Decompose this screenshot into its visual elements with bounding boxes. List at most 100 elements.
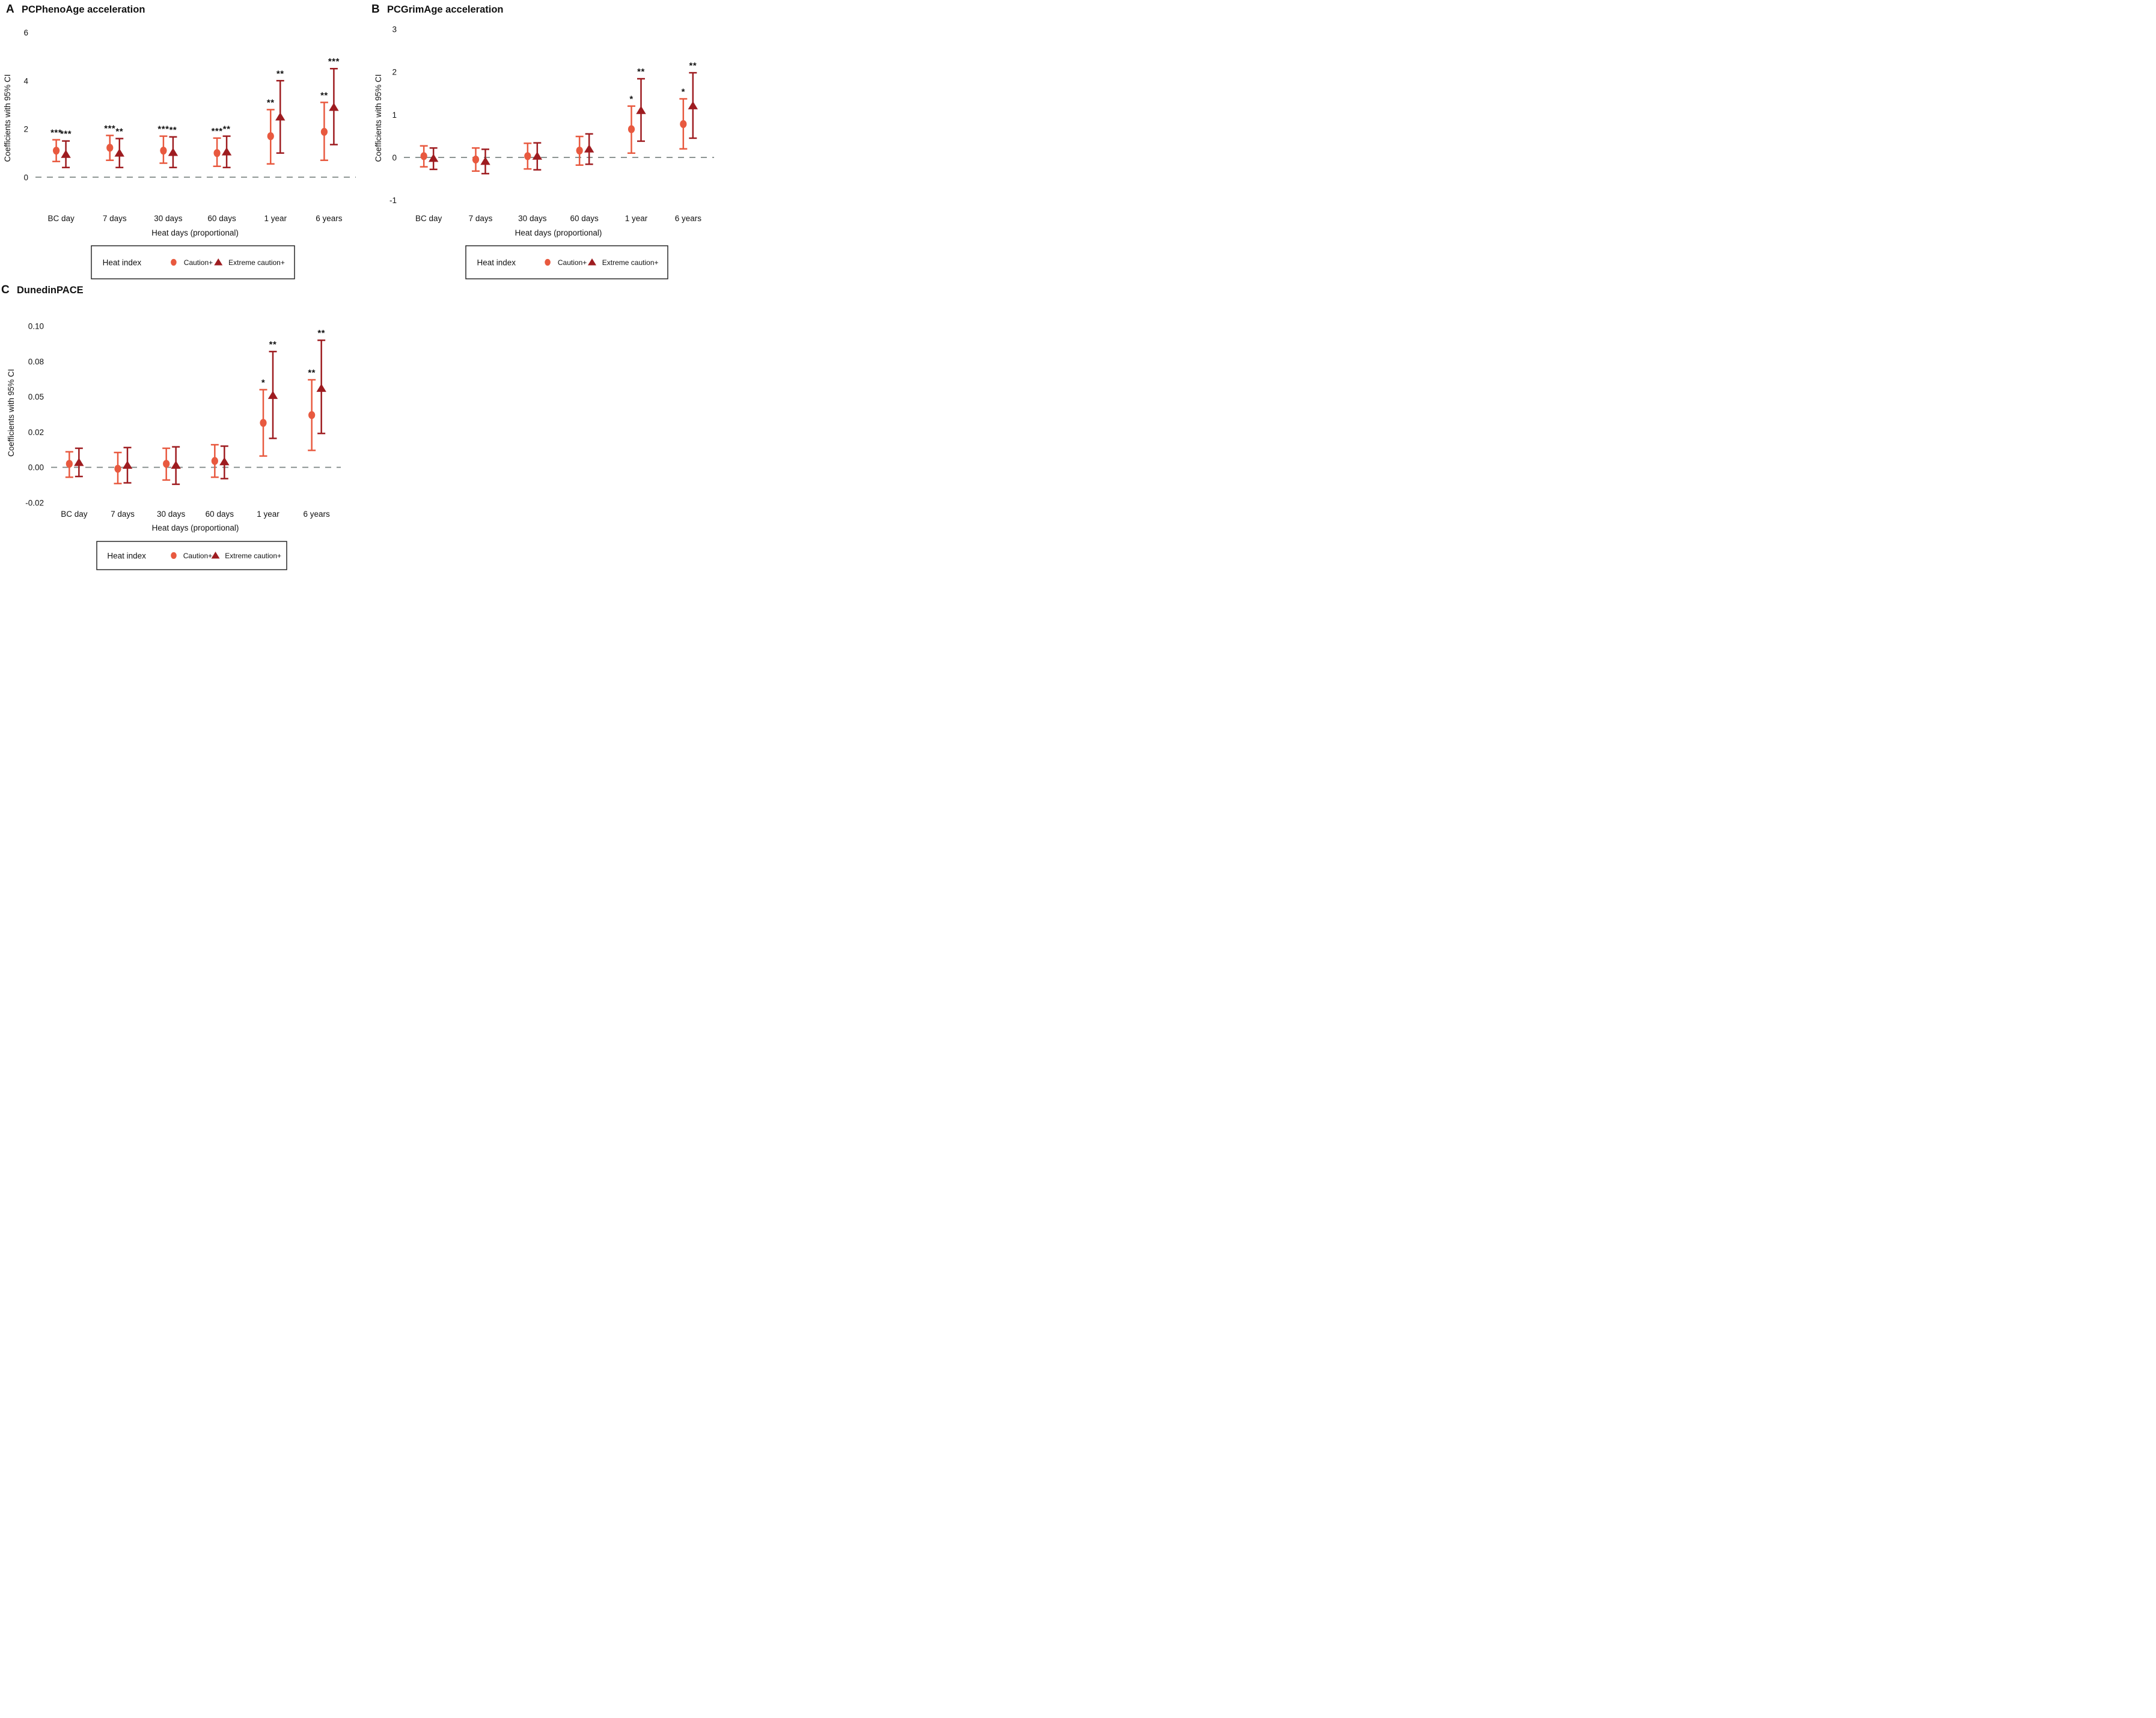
- legend-title: Heat index: [477, 258, 516, 267]
- error-bar-group: [61, 140, 71, 169]
- error-bar-group: [221, 135, 232, 169]
- figure: A PCPhenoAge acceleration Coefficients wit…: [0, 0, 719, 573]
- marker-extreme-triangle-icon: [114, 148, 124, 157]
- legend-box: [465, 245, 668, 279]
- significance-stars: **: [317, 328, 325, 338]
- marker-caution-circle-icon: [163, 460, 170, 468]
- forest-plot-svg: A PCPhenoAge acceleration Coefficients wit…: [1, 3, 714, 570]
- significance-stars: ***: [60, 129, 72, 139]
- marker-caution-circle-icon: [66, 460, 73, 468]
- y-tick-label: 0.05: [28, 392, 44, 401]
- legend-label-extreme-caution: Extreme caution+: [225, 552, 281, 560]
- significance-stars: **: [320, 90, 328, 100]
- error-bar-group: [420, 145, 428, 168]
- panel-title: PCPhenoAge acceleration: [22, 4, 145, 15]
- error-bar-group: [114, 138, 124, 169]
- x-tick-label: 30 days: [157, 510, 186, 519]
- significance-stars: ***: [212, 126, 223, 136]
- x-tick-label: 6 years: [304, 510, 331, 519]
- significance-stars: **: [223, 124, 231, 135]
- x-tick-label: 30 days: [518, 214, 547, 223]
- marker-caution-circle-icon: [524, 152, 531, 160]
- error-bar-group: [532, 142, 543, 171]
- marker-caution-circle-icon: [211, 457, 218, 465]
- legend-label-caution: Caution+: [183, 552, 212, 560]
- legend-title: Heat index: [107, 552, 146, 561]
- error-bar-group: [575, 135, 584, 166]
- y-tick-label: 2: [23, 125, 28, 134]
- error-bar-group: [480, 148, 490, 175]
- marker-extreme-triangle-icon: [168, 147, 179, 156]
- x-tick-label: 6 years: [675, 214, 702, 223]
- error-bar-group: [320, 102, 328, 161]
- x-tick-label: 1 year: [625, 214, 648, 223]
- y-tick-label: 6: [23, 28, 28, 37]
- error-bar-group: [168, 136, 179, 169]
- error-bar-group: [171, 446, 181, 486]
- x-tick-label: 60 days: [207, 214, 236, 223]
- marker-extreme-triangle-icon: [275, 112, 286, 121]
- marker-caution-circle-icon: [320, 127, 328, 136]
- x-tick-label: 60 days: [206, 510, 234, 519]
- error-bar-group: [65, 451, 73, 478]
- marker-extreme-triangle-icon: [221, 147, 232, 156]
- x-tick-label: BC day: [415, 214, 442, 223]
- error-bar-group: [636, 78, 646, 142]
- legend-title: Heat index: [103, 258, 142, 267]
- significance-stars: **: [267, 97, 275, 108]
- y-tick-label: 4: [23, 76, 28, 85]
- marker-extreme-triangle-icon: [688, 101, 698, 109]
- error-bar-group: [584, 133, 594, 165]
- error-bar-group: [524, 142, 532, 170]
- error-bar-group: [52, 139, 61, 162]
- marker-extreme-triangle-icon: [316, 383, 326, 392]
- marker-caution-circle-icon: [213, 149, 221, 157]
- marker-caution-circle-icon: [472, 155, 480, 164]
- y-tick-label: 0.00: [28, 463, 44, 472]
- x-tick-label: 1 year: [264, 214, 287, 223]
- significance-stars: **: [689, 61, 697, 71]
- error-bar-group: [159, 135, 168, 164]
- error-bar-group: [259, 389, 267, 457]
- error-bar-group: [162, 447, 171, 481]
- legend-label-extreme-caution: Extreme caution+: [602, 258, 659, 267]
- marker-caution-circle-icon: [267, 132, 274, 141]
- y-tick-label: 0: [392, 153, 397, 162]
- y-axis-label: Coefficients with 95% CI: [3, 74, 12, 162]
- legend-label-caution: Caution+: [184, 258, 213, 267]
- x-tick-label: BC day: [61, 510, 88, 519]
- x-tick-label: 60 days: [570, 214, 599, 223]
- error-bar-group: [688, 72, 698, 139]
- error-bar-group: [114, 451, 122, 484]
- legend-caution-circle-icon: [545, 258, 551, 266]
- legend-extreme-triangle-icon: [588, 258, 596, 266]
- marker-caution-circle-icon: [260, 419, 267, 427]
- marker-extreme-triangle-icon: [122, 460, 133, 469]
- panel-letter: C: [1, 284, 10, 296]
- error-bar-group: [74, 447, 84, 478]
- marker-caution-circle-icon: [628, 125, 635, 133]
- error-bar-group: [428, 147, 439, 171]
- marker-extreme-triangle-icon: [329, 102, 339, 111]
- significance-stars: *: [629, 94, 633, 105]
- legend-box: [96, 541, 287, 570]
- legend-label-caution: Caution+: [558, 258, 587, 267]
- significance-stars: *: [682, 87, 685, 97]
- marker-caution-circle-icon: [308, 411, 316, 419]
- x-tick-label: 1 year: [257, 510, 279, 519]
- marker-extreme-triangle-icon: [61, 150, 71, 158]
- marker-extreme-triangle-icon: [428, 153, 439, 162]
- marker-extreme-triangle-icon: [219, 457, 230, 466]
- error-bar-group: [275, 80, 286, 154]
- error-bar-group: [219, 445, 230, 480]
- legend-label-extreme-caution: Extreme caution+: [228, 258, 285, 267]
- marker-caution-circle-icon: [420, 152, 427, 160]
- panel-title: PCGrimAge acceleration: [387, 4, 504, 15]
- legend-caution-circle-icon: [171, 552, 177, 559]
- error-bar-group: [329, 67, 339, 145]
- y-tick-label: 3: [392, 25, 397, 34]
- y-tick-label: 2: [392, 68, 397, 77]
- error-bar-group: [628, 105, 635, 154]
- y-tick-label: 0.02: [28, 428, 44, 437]
- error-bar-group: [472, 147, 480, 172]
